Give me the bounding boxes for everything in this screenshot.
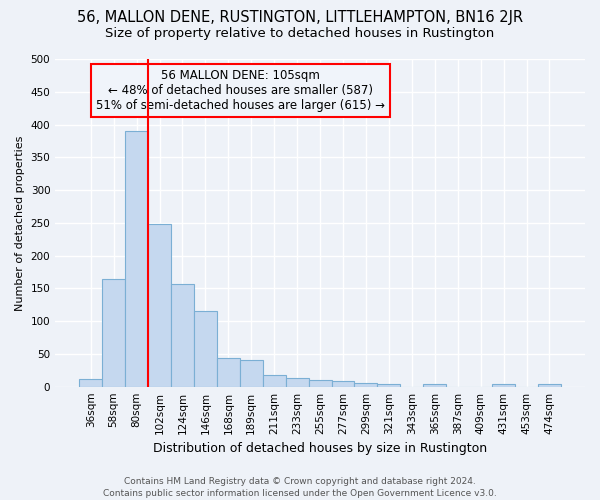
Bar [263, 375, 286, 386]
Bar [492, 384, 515, 386]
Bar [286, 378, 308, 386]
Bar [308, 380, 332, 386]
Bar [79, 379, 102, 386]
Bar [125, 131, 148, 386]
Bar [171, 284, 194, 386]
Bar [332, 381, 355, 386]
Bar [240, 360, 263, 386]
Bar [538, 384, 561, 386]
Text: 56 MALLON DENE: 105sqm
← 48% of detached houses are smaller (587)
51% of semi-de: 56 MALLON DENE: 105sqm ← 48% of detached… [96, 69, 385, 112]
Bar [377, 384, 400, 386]
Text: Size of property relative to detached houses in Rustington: Size of property relative to detached ho… [106, 28, 494, 40]
Bar [148, 224, 171, 386]
Bar [217, 358, 240, 386]
Bar [194, 312, 217, 386]
Bar [423, 384, 446, 386]
X-axis label: Distribution of detached houses by size in Rustington: Distribution of detached houses by size … [153, 442, 487, 455]
Bar [102, 278, 125, 386]
Text: Contains HM Land Registry data © Crown copyright and database right 2024.
Contai: Contains HM Land Registry data © Crown c… [103, 476, 497, 498]
Text: 56, MALLON DENE, RUSTINGTON, LITTLEHAMPTON, BN16 2JR: 56, MALLON DENE, RUSTINGTON, LITTLEHAMPT… [77, 10, 523, 25]
Y-axis label: Number of detached properties: Number of detached properties [15, 135, 25, 310]
Bar [355, 382, 377, 386]
